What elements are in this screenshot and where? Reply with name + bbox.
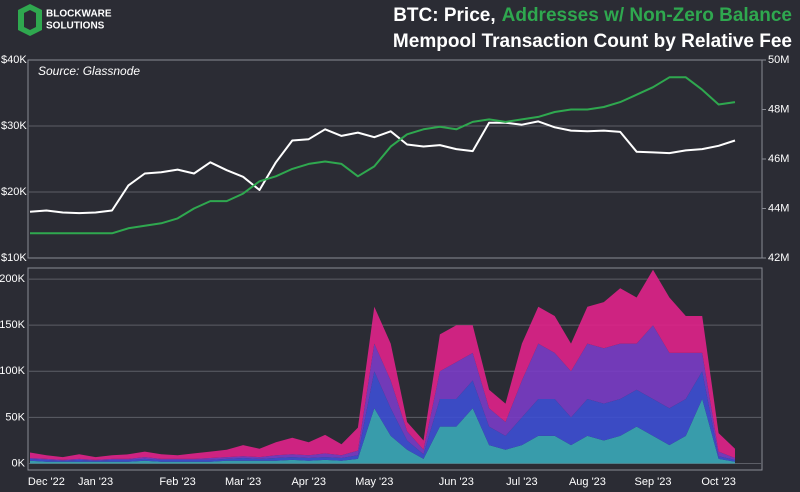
logo-text: SOLUTIONS <box>46 21 105 32</box>
line-series <box>29 120 736 215</box>
y2-tick-label: 44M <box>768 202 789 214</box>
y-tick-label: $10K <box>1 252 27 264</box>
logo: BLOCKWARE SOLUTIONS <box>18 4 112 36</box>
y2-tick-label: 42M <box>768 252 789 264</box>
x-tick-label: May '23 <box>355 476 393 488</box>
x-tick-label: Feb '23 <box>159 476 195 488</box>
y2-tick-label: 48M <box>768 103 789 115</box>
y-tick-label: 200K <box>0 273 26 285</box>
area-series <box>30 399 735 464</box>
y-tick-label: 0K <box>12 457 26 469</box>
x-tick-label: Sep '23 <box>635 476 672 488</box>
line-series <box>30 76 736 235</box>
x-tick-label: Aug '23 <box>569 476 606 488</box>
x-tick-label: Oct '23 <box>701 476 736 488</box>
y-tick-label: 150K <box>0 319 26 331</box>
x-tick-label: Jul '23 <box>506 476 537 488</box>
logo-text: BLOCKWARE <box>46 9 112 20</box>
bottom-panel-frame <box>27 267 763 471</box>
y-tick-label: $40K <box>1 54 27 66</box>
x-tick-label: Mar '23 <box>225 476 261 488</box>
y2-tick-label: 46M <box>768 153 789 165</box>
y2-tick-label: 50M <box>768 54 789 66</box>
x-tick-label: Jan '23 <box>78 476 113 488</box>
x-tick-label: Dec '22 <box>28 476 65 488</box>
x-tick-label: Jun '23 <box>439 476 474 488</box>
chart-title: BTC: Price, Addresses w/ Non-Zero Balance <box>393 5 792 26</box>
y-tick-label: 100K <box>0 365 26 377</box>
area-series <box>30 325 735 461</box>
source-note: Source: Glassnode <box>38 64 140 78</box>
area-series <box>30 371 735 462</box>
y-tick-label: 50K <box>5 411 25 423</box>
x-tick-label: Apr '23 <box>291 476 326 488</box>
logo-icon-inner <box>24 10 36 30</box>
title-highlight: Addresses w/ Non-Zero Balance <box>502 5 792 26</box>
chart-subtitle: Mempool Transaction Count by Relative Fe… <box>393 31 792 52</box>
title-part: BTC: Price, <box>393 5 495 26</box>
y-tick-label: $30K <box>1 120 27 132</box>
y-tick-label: $20K <box>1 186 27 198</box>
